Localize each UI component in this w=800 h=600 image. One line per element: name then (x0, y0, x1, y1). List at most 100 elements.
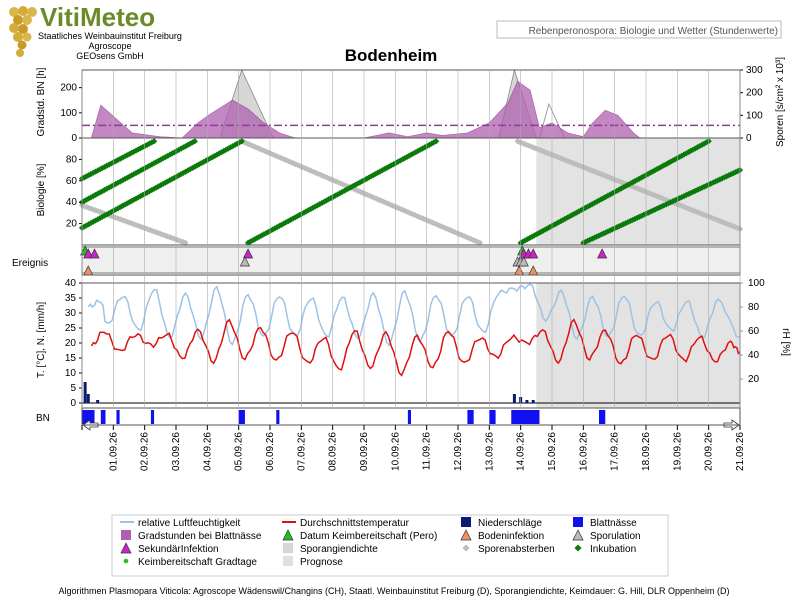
x-date-label: 08.09.26 (328, 432, 339, 471)
logo-line3: GEOsens GmbH (76, 51, 144, 61)
legend-symbol (572, 529, 584, 541)
ylabel-weather: T. [°C], N. [mm/h] (36, 302, 47, 378)
panel-frame-bn (81, 407, 741, 426)
x-date-label: 07.09.26 (296, 432, 307, 471)
legend-label: Datum Keimbereitschaft (Pero) (300, 531, 437, 542)
blattnaesse-bar (407, 410, 411, 424)
legend-symbol (120, 542, 132, 554)
sekundaerinfektion-marker (83, 248, 94, 259)
sporenabsterben-point (182, 239, 189, 246)
tick-label-biologie: 40 (66, 197, 78, 208)
legend-symbol (283, 543, 293, 553)
weather-panel: 0 5 10 15 20 25 30 35 40 20 40 60 80 100 (65, 278, 765, 409)
tick-label-temperature: 15 (65, 353, 77, 364)
legend: relative Luftfeuchtigkeit Durchschnittste… (111, 514, 669, 577)
x-date-label: 20.09.26 (704, 432, 715, 471)
x-date-label: 14.09.26 (516, 432, 527, 471)
sekundaerinfektion-marker (528, 248, 539, 259)
panel-frames (81, 246, 741, 274)
bn-panel (82, 410, 740, 431)
blattnaesse-bar (116, 410, 120, 424)
legend-label: Sporenabsterben (478, 544, 555, 555)
legend-symbol (574, 544, 582, 552)
legend-label: Sporangiendichte (300, 544, 378, 555)
legend-symbol (121, 530, 131, 540)
legend-symbol (462, 544, 470, 552)
prognose-shade-weather (536, 283, 740, 408)
x-date-label: 09.09.26 (359, 432, 370, 471)
tick-label-temperature: 35 (65, 293, 77, 304)
legend-label: Durchschnittstemperatur (300, 518, 410, 529)
blattnaesse-bar (511, 410, 540, 424)
x-date-label: 05.09.26 (234, 432, 245, 471)
niederschlag-bar (531, 400, 535, 403)
tick-label-temperature: 0 (70, 398, 76, 409)
sporulation-marker (518, 256, 529, 267)
tick-label-biologie: 60 (66, 176, 78, 187)
legend-symbol (460, 529, 472, 541)
x-date-label: 18.09.26 (641, 432, 652, 471)
grape-icon (9, 6, 37, 57)
tick-label-gradstunden: 100 (60, 108, 77, 119)
panel-frame-spor (81, 69, 741, 139)
x-date-label: 12.09.26 (453, 432, 464, 471)
sporulation-marker (239, 256, 250, 267)
blattnaesse-bar (276, 410, 280, 424)
chart-subtitle: Rebenperonospora: Biologie und Wetter (S… (529, 26, 778, 37)
ereignis-band (81, 246, 741, 274)
x-date-label: 06.09.26 (265, 432, 276, 471)
prognose-shade-biologie (536, 138, 740, 245)
blattnaesse-bar (150, 410, 155, 424)
tick-label-temperature: 25 (65, 323, 77, 334)
ylabel-sporen: Sporen [s/cm² x 10³] (775, 57, 786, 147)
tick-label-sporen: 300 (746, 65, 763, 76)
x-date-label: 11.09.26 (422, 432, 433, 471)
niederschlag-bar (512, 394, 516, 403)
blattnaesse-bar (467, 410, 474, 424)
blattnaesse-bar (100, 410, 106, 424)
legend-label: relative Luftfeuchtigkeit (138, 518, 241, 529)
tick-label-rh: 20 (748, 374, 760, 385)
niederschlag-bar (525, 400, 529, 403)
legend-label: Niederschläge (478, 518, 542, 529)
temperature-line (90, 318, 741, 377)
logo: VitiMeteo Staatliches Weinbauinstitut Fr… (9, 2, 182, 61)
x-date-label: 01.09.26 (108, 432, 119, 471)
gradstunden-area (90, 80, 641, 139)
ylabel-biologie: Biologie [%] (36, 163, 47, 216)
axes (81, 69, 741, 430)
legend-symbol (123, 558, 129, 564)
sporulation-panel: 0 100 200 0 100 200 300 (60, 65, 763, 144)
ereignis-panel (80, 245, 608, 276)
legend-label: Inkubation (590, 544, 636, 555)
biologie-panel: 20 40 60 80 (66, 138, 744, 246)
legend-label: Sporulation (590, 531, 641, 542)
legend-label: Prognose (300, 557, 343, 568)
tick-label-biologie: 20 (66, 219, 78, 230)
x-axis-date-labels: 01.09.26 02.09.26 03.09.26 04.09.26 05.09.26… (108, 432, 746, 471)
legend-symbol (283, 556, 293, 566)
inkubation-point (432, 138, 440, 145)
rh-line (87, 283, 741, 347)
legend-label: Gradstunden bei Blattnässe (138, 531, 262, 542)
tick-label-rh: 100 (748, 278, 765, 289)
legend-symbol (282, 529, 294, 541)
ylabel-bn: BN (36, 413, 50, 424)
x-date-label: 04.09.26 (202, 432, 213, 471)
tick-label-rh: 60 (748, 326, 760, 337)
legend-label: SekundärInfektion (138, 544, 219, 555)
niederschlag-bar (96, 400, 100, 403)
x-date-label: 10.09.26 (390, 432, 401, 471)
logo-brand: VitiMeteo (40, 2, 155, 32)
sekundaerinfektion-marker (89, 248, 100, 259)
x-date-label: 16.09.26 (578, 432, 589, 471)
blattnaesse-bar (82, 410, 95, 424)
legend-label: Blattnässe (590, 518, 637, 529)
ylabel-gradstunden: Gradstd. BN [h] (36, 67, 47, 136)
tick-label-sporen: 200 (746, 88, 763, 99)
blattnaesse-bar (489, 410, 496, 424)
tick-label-gradstunden: 0 (71, 133, 77, 144)
blattnaesse-bar (238, 410, 245, 424)
logo-line1: Staatliches Weinbauinstitut Freiburg (38, 31, 182, 41)
